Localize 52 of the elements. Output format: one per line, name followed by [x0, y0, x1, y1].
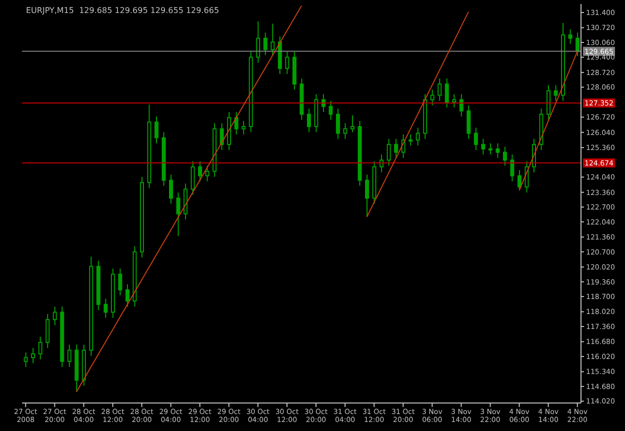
candlestick — [270, 23, 275, 56]
candlestick — [365, 174, 370, 218]
candlestick — [285, 51, 290, 75]
candlestick — [444, 78, 449, 108]
candlestick — [459, 94, 464, 117]
candlestick — [190, 160, 195, 196]
candlestick — [205, 165, 210, 182]
candlestick — [502, 146, 507, 166]
candlestick — [52, 306, 57, 326]
candlestick — [408, 134, 413, 146]
candlestick — [306, 108, 311, 133]
candlestick — [380, 154, 384, 173]
candlestick — [234, 112, 238, 135]
chart-title: EURJPY,M15 129.685 129.695 129.655 129.665 — [26, 6, 220, 15]
candlestick — [554, 84, 558, 102]
candlestick — [321, 94, 326, 113]
candlestick — [67, 344, 72, 368]
candlestick — [38, 336, 42, 360]
candlestick — [104, 298, 108, 318]
candlestick — [125, 284, 130, 308]
candlestick — [568, 28, 572, 44]
candlestick — [510, 154, 514, 182]
candlestick — [481, 138, 486, 156]
candlestick — [546, 84, 551, 120]
candlestick — [474, 127, 478, 151]
candlestick — [169, 174, 174, 204]
candlestick — [242, 120, 246, 135]
candlestick — [430, 89, 434, 106]
candlestick — [31, 347, 36, 364]
candlestick — [350, 114, 355, 133]
candlestick — [263, 32, 268, 56]
candlestick — [198, 160, 202, 182]
candlestick — [438, 78, 442, 102]
candlestick — [220, 122, 224, 151]
candlestick — [176, 192, 180, 236]
candlestick — [452, 94, 456, 108]
candlestick — [394, 138, 398, 158]
candlestick — [343, 122, 348, 140]
candlestick — [336, 108, 340, 140]
candlestick — [256, 20, 260, 64]
candlestick — [576, 32, 580, 57]
candlestick — [496, 142, 500, 158]
candlestick — [154, 116, 158, 144]
candlestick — [416, 127, 420, 146]
candlestick — [328, 100, 333, 120]
candlestick — [488, 142, 492, 156]
candlestick — [386, 138, 391, 166]
candlestick — [517, 170, 522, 191]
candlestick — [46, 313, 50, 348]
candlestick — [466, 104, 471, 140]
candlestick — [118, 268, 122, 296]
candlestick — [24, 352, 28, 368]
